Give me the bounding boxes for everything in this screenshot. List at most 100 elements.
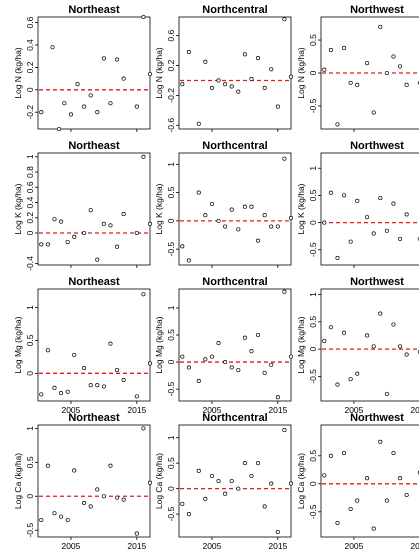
data-point bbox=[82, 104, 87, 109]
x-tick-label: 2005 bbox=[61, 405, 80, 415]
data-point bbox=[209, 354, 214, 359]
data-point bbox=[134, 394, 139, 399]
data-point bbox=[242, 204, 247, 209]
data-point bbox=[216, 478, 221, 484]
data-point bbox=[371, 110, 376, 115]
data-point bbox=[236, 89, 241, 94]
panel-frame bbox=[320, 288, 419, 402]
panel-title: Northcentral bbox=[202, 4, 267, 16]
y-tick-label: 1 bbox=[166, 435, 176, 440]
data-point bbox=[39, 242, 44, 247]
data-point bbox=[335, 122, 340, 127]
data-point bbox=[371, 344, 376, 349]
y-tick-label: 0.5 bbox=[166, 186, 176, 198]
y-axis-label: Log K (kg/ha) bbox=[13, 183, 23, 234]
data-point bbox=[147, 361, 153, 366]
x-tick-label: 2015 bbox=[127, 405, 146, 415]
data-point bbox=[223, 82, 228, 87]
y-tick-label: 0.6 bbox=[25, 16, 35, 28]
data-point bbox=[391, 322, 396, 327]
data-point bbox=[355, 82, 360, 87]
data-point bbox=[45, 348, 50, 353]
data-point bbox=[384, 498, 389, 503]
data-point bbox=[378, 196, 383, 201]
data-point bbox=[262, 85, 267, 90]
data-point bbox=[101, 221, 106, 226]
data-point bbox=[378, 24, 383, 29]
data-point bbox=[121, 211, 126, 217]
data-point bbox=[196, 468, 201, 473]
data-point bbox=[209, 85, 214, 90]
data-point bbox=[328, 325, 333, 330]
data-point bbox=[72, 468, 77, 473]
x-tick-label: 2005 bbox=[344, 405, 363, 415]
y-tick-label: 0.5 bbox=[166, 329, 176, 341]
data-point bbox=[82, 501, 87, 506]
y-tick-label: 0 bbox=[166, 359, 176, 364]
y-tick-label: 0.5 bbox=[25, 456, 35, 468]
data-point bbox=[216, 341, 221, 346]
data-point bbox=[134, 230, 139, 236]
data-point bbox=[95, 257, 100, 262]
y-axis-label: Log K (kg/ha) bbox=[296, 183, 306, 234]
y-axis-label: Log Mg (kg/ha) bbox=[296, 316, 306, 373]
y-axis-label: Log Mg (kg/ha) bbox=[13, 316, 23, 373]
data-point bbox=[342, 330, 347, 335]
y-tick-label: 1 bbox=[25, 426, 35, 431]
y-tick-label: 0.2 bbox=[25, 212, 35, 224]
data-point bbox=[209, 473, 214, 478]
panel-northcentral-2: Northcentral Log Mg (kg/ha)-0.5 0 0.5 1 2005 2… bbox=[154, 276, 294, 415]
y-axis-label: Log K (kg/ha) bbox=[154, 183, 164, 234]
data-point bbox=[249, 204, 254, 209]
panel-title: Northeast bbox=[68, 4, 120, 16]
data-point bbox=[39, 517, 44, 523]
data-point bbox=[275, 224, 280, 229]
data-point bbox=[65, 389, 70, 394]
data-point bbox=[322, 473, 327, 478]
y-tick-label: -0.4 bbox=[25, 256, 35, 271]
y-tick-label: 0 bbox=[308, 220, 318, 225]
data-point bbox=[229, 365, 234, 370]
y-tick-label: 0.5 bbox=[308, 316, 318, 328]
x-tick-label: 2005 bbox=[344, 541, 363, 550]
data-point bbox=[57, 126, 62, 132]
data-point bbox=[196, 190, 201, 195]
y-tick-label: -0.5 bbox=[308, 504, 318, 519]
data-point bbox=[75, 82, 80, 87]
data-point bbox=[242, 461, 247, 466]
data-point bbox=[196, 378, 201, 384]
data-point bbox=[95, 487, 100, 492]
data-point bbox=[115, 244, 120, 249]
data-point bbox=[101, 384, 106, 389]
data-point bbox=[348, 239, 353, 244]
y-tick-label: 1 bbox=[166, 162, 176, 167]
data-point bbox=[391, 450, 396, 456]
panel-title: Northcentral bbox=[202, 140, 267, 152]
y-axis-label: Log N (kg/ha) bbox=[154, 47, 164, 99]
panel-frame bbox=[320, 424, 419, 538]
data-point bbox=[236, 486, 241, 491]
x-tick-label: 2005 bbox=[202, 541, 221, 550]
data-point bbox=[82, 366, 87, 371]
data-point bbox=[378, 311, 383, 316]
data-point bbox=[288, 216, 294, 221]
panel-title: Northcentral bbox=[202, 412, 267, 424]
data-point bbox=[322, 220, 327, 225]
data-point bbox=[262, 213, 267, 218]
y-tick-label: 0.6 bbox=[166, 29, 176, 41]
data-point bbox=[288, 354, 294, 359]
y-axis-label: Log Mg (kg/ha) bbox=[154, 316, 164, 373]
data-point bbox=[134, 531, 139, 536]
y-tick-label: 1 bbox=[166, 305, 176, 310]
data-point bbox=[328, 453, 333, 458]
data-point bbox=[365, 215, 370, 220]
data-point bbox=[196, 121, 201, 126]
y-axis-label: Log N (kg/ha) bbox=[13, 47, 23, 99]
data-point bbox=[262, 370, 267, 375]
x-tick-label: 2015 bbox=[410, 541, 419, 550]
y-tick-label: 0 bbox=[308, 70, 318, 75]
data-point bbox=[203, 59, 208, 64]
data-point bbox=[50, 45, 55, 50]
data-point bbox=[59, 219, 64, 224]
data-point bbox=[365, 333, 370, 338]
